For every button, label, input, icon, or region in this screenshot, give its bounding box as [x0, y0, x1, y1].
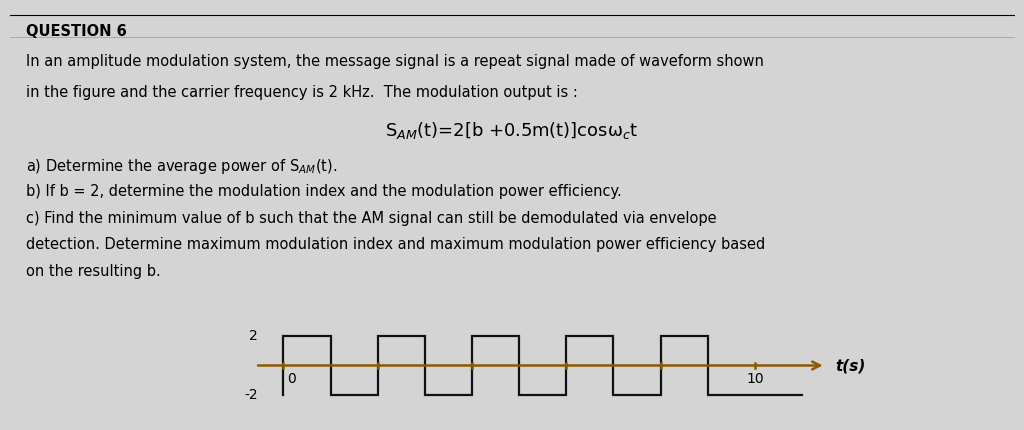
Text: QUESTION 6: QUESTION 6: [26, 24, 126, 39]
Text: In an amplitude modulation system, the message signal is a repeat signal made of: In an amplitude modulation system, the m…: [26, 54, 764, 69]
Text: a) Determine the average power of S$_{AM}$(t).: a) Determine the average power of S$_{AM…: [26, 157, 337, 176]
Text: on the resulting b.: on the resulting b.: [26, 264, 161, 279]
Text: in the figure and the carrier frequency is 2 kHz.  The modulation output is :: in the figure and the carrier frequency …: [26, 85, 578, 100]
Text: 2: 2: [249, 329, 258, 343]
Text: b) If b = 2, determine the modulation index and the modulation power efficiency.: b) If b = 2, determine the modulation in…: [26, 184, 622, 199]
Text: c) Find the minimum value of b such that the AM signal can still be demodulated : c) Find the minimum value of b such that…: [26, 211, 716, 226]
Text: 0: 0: [288, 372, 296, 386]
Text: t(s): t(s): [835, 359, 865, 374]
Text: -2: -2: [244, 388, 258, 402]
Text: S$_{AM}$(t)=2[b +0.5m(t)]cosω$_c$t: S$_{AM}$(t)=2[b +0.5m(t)]cosω$_c$t: [385, 120, 639, 141]
Text: 10: 10: [746, 372, 764, 386]
Text: detection. Determine maximum modulation index and maximum modulation power effic: detection. Determine maximum modulation …: [26, 237, 765, 252]
